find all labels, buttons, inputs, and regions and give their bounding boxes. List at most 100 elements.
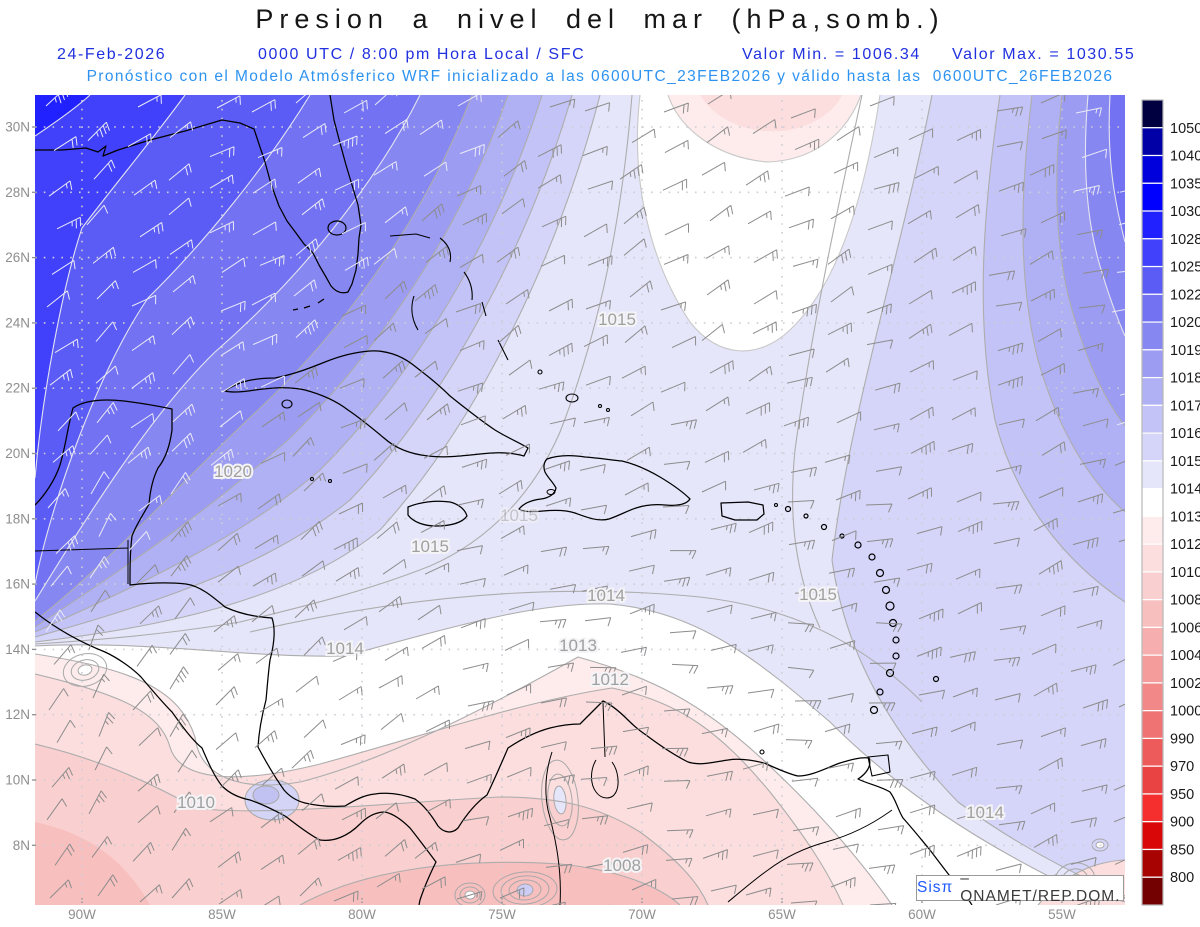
colorbar-segment (1141, 99, 1164, 129)
isobar-value-label: 1014 (326, 639, 364, 658)
isobar-value-label: 1013 (559, 636, 597, 655)
colorbar-segment (1141, 821, 1164, 851)
coastlines (35, 95, 973, 905)
colorbar-tick-label: 1040 (1170, 149, 1200, 165)
colorbar-segment (1141, 571, 1164, 601)
lat-tick-label: 12N (5, 707, 30, 722)
isobar-value-label: 1015 (500, 506, 538, 525)
colorbar-segment (1141, 349, 1164, 379)
isobar-value-label: 1014 (966, 803, 1004, 822)
valid-date: 24-Feb-2026 (57, 46, 167, 63)
island-lesser-antilles (784, 505, 792, 513)
isobar-value-label: 1010 (177, 793, 215, 812)
colorbar-tick-label: 1030 (1170, 204, 1200, 220)
colorbar-tick-label: 1004 (1170, 648, 1200, 664)
colorbar-tick-label: 1019 (1170, 343, 1200, 359)
coast-bahamas (389, 233, 509, 361)
island-lesser-antilles (854, 541, 862, 549)
colorbar-segment (1141, 321, 1164, 351)
colorbar-tick-label: 1016 (1170, 426, 1200, 442)
border-guatemala (35, 540, 129, 584)
colorbar-tick-label: 900 (1170, 815, 1194, 831)
lon-tick-label: 85W (208, 907, 236, 922)
colorbar-tick-label: 1002 (1170, 676, 1200, 692)
island-lesser-antilles (881, 585, 891, 595)
colorbar-tick-label: 1050 (1170, 121, 1200, 137)
coast-gulf-florida (35, 95, 362, 294)
lon-tick-label: 65W (768, 907, 796, 922)
colorbar-segment (1141, 488, 1164, 517)
lat-tick-label: 20N (5, 446, 30, 461)
colorbar-tick-label: 1035 (1170, 176, 1200, 192)
colorbar-segment (1141, 293, 1164, 323)
colorbar-segment (1141, 710, 1164, 740)
colorbar-tick-label: 1018 (1170, 371, 1200, 387)
lon-tick-label: 75W (488, 907, 516, 922)
isobar-labels: 1020 1015 1015 1015 1015 1014 1014 1014 1013 1012… (175, 308, 1006, 877)
colorbar-tick-label: 1017 (1170, 398, 1200, 414)
lat-tick-label: 18N (5, 511, 30, 526)
island-lesser-antilles (820, 523, 828, 531)
colorbar-tick-label: 1012 (1170, 537, 1200, 553)
colorbar-tick-label: 850 (1170, 842, 1194, 858)
river-orinoco (727, 809, 893, 903)
brand-label: Sisπ (917, 879, 954, 896)
coast-trinidad (867, 754, 891, 777)
colorbar-segment (1141, 793, 1164, 823)
isobar-value-label: 1012 (591, 670, 629, 689)
valid-time-line: 0000 UTC / 8:00 pm Hora Local / SFC (258, 46, 586, 63)
forecast-description: Pronóstico con el Modelo Atmósferico WRF… (86, 68, 1114, 85)
coast-florida-keys (292, 298, 325, 311)
island-lesser-antilles (892, 636, 900, 644)
colorbar-segment (1141, 515, 1164, 545)
colorbar-tick-label: 1015 (1170, 454, 1200, 470)
colorbar-tick-label: 970 (1170, 759, 1194, 775)
coast-puerto-rico (720, 501, 765, 521)
colorbar-tick-label: 1022 (1170, 287, 1200, 303)
colorbar-segment (1141, 626, 1164, 656)
colorbar-tick-label: 1028 (1170, 232, 1200, 248)
colorbar-segment (1141, 876, 1164, 906)
colorbar-tick-label: 990 (1170, 731, 1194, 747)
axis-labels: 30N 28N 26N 24N 22N 20N 18N 16N 14N 12N 10N 8N 90W 85… (5, 120, 1076, 923)
value-max-label: Valor Max. = 1030.55 (952, 46, 1136, 63)
lat-tick-label: 10N (5, 773, 30, 788)
lon-tick-label: 70W (628, 907, 656, 922)
colorbar-segment (1141, 154, 1164, 184)
colorbar: 1050 1040 1035 1030 1028 1025 1022 1020 1019 1018… (1141, 99, 1200, 906)
lat-tick-label: 30N (5, 120, 30, 135)
colorbar-segment (1141, 404, 1164, 434)
colorbar-segment (1141, 543, 1164, 573)
lake-maracaibo (591, 702, 619, 799)
island-lesser-antilles (868, 553, 876, 561)
lon-tick-label: 60W (908, 907, 936, 922)
lon-tick-label: 55W (1048, 907, 1076, 922)
colorbar-tick-label: 1014 (1170, 482, 1200, 498)
colorbar-segment (1141, 238, 1164, 268)
island-lesser-antilles (869, 705, 879, 715)
colorbar-tick-label: 1006 (1170, 620, 1200, 636)
island-lesser-antilles (932, 675, 940, 683)
island-lesser-antilles (885, 668, 895, 678)
island-lesser-antilles (885, 601, 895, 611)
colorbar-segment (1141, 432, 1164, 462)
colorbar-tick-label: 1025 (1170, 260, 1200, 276)
colorbar-tick-label: 800 (1170, 870, 1194, 886)
lon-tick-label: 80W (348, 907, 376, 922)
lat-tick-label: 8N (13, 838, 30, 853)
attribution-box: Sisπ – ONAMET/REP.DOM. (916, 870, 1124, 905)
colorbar-segment (1141, 682, 1164, 712)
colorbar-segment (1141, 265, 1164, 295)
isobar-value-label: 1008 (603, 856, 641, 875)
lat-tick-label: 14N (5, 642, 30, 657)
isobar-value-label: 1014 (587, 586, 625, 605)
isobar-value-label: 1015 (799, 585, 837, 604)
coast-hispaniola (518, 455, 691, 521)
lon-tick-label: 90W (68, 907, 96, 922)
river-colombia (545, 751, 561, 905)
lat-tick-label: 16N (5, 577, 30, 592)
colorbar-tick-label: 1010 (1170, 565, 1200, 581)
lat-tick-label: 24N (5, 315, 30, 330)
